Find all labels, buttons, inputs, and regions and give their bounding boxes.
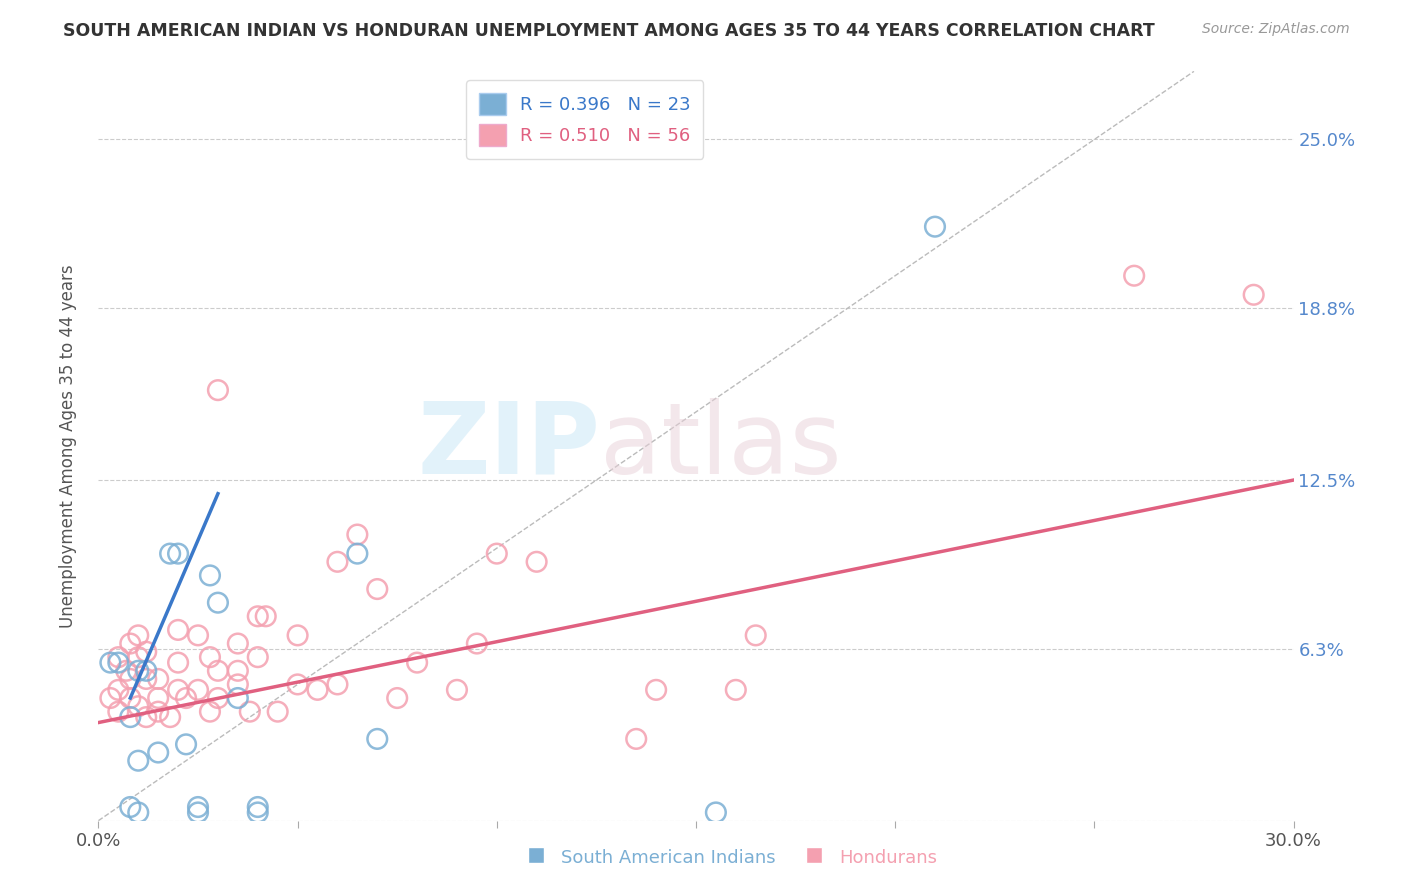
Point: [207, 596, 229, 610]
Point: [167, 682, 190, 697]
Point: [246, 805, 269, 820]
Point: [704, 805, 727, 820]
Point: [120, 710, 142, 724]
Point: [127, 650, 149, 665]
Point: [135, 710, 157, 724]
Point: [246, 800, 269, 814]
Legend: South American Indians, Hondurans: South American Indians, Hondurans: [517, 840, 945, 874]
Point: [167, 656, 190, 670]
Point: [346, 527, 368, 541]
Point: [148, 691, 170, 706]
Point: [207, 664, 229, 678]
Point: [226, 677, 249, 691]
Point: [107, 682, 129, 697]
Point: [207, 691, 229, 706]
Point: [148, 672, 170, 686]
Point: [239, 705, 262, 719]
Text: Source: ZipAtlas.com: Source: ZipAtlas.com: [1202, 22, 1350, 37]
Point: [626, 731, 648, 746]
Point: [307, 682, 329, 697]
Point: [246, 609, 269, 624]
Point: [187, 628, 209, 642]
Text: ZIP: ZIP: [418, 398, 600, 494]
Point: [198, 705, 221, 719]
Point: [127, 664, 149, 678]
Legend: R = 0.396   N = 23, R = 0.510   N = 56: R = 0.396 N = 23, R = 0.510 N = 56: [465, 80, 703, 159]
Point: [120, 636, 142, 650]
Point: [120, 800, 142, 814]
Point: [226, 636, 249, 650]
Point: [127, 628, 149, 642]
Point: [167, 547, 190, 561]
Point: [287, 677, 309, 691]
Point: [924, 219, 946, 234]
Point: [135, 664, 157, 678]
Point: [446, 682, 468, 697]
Point: [187, 805, 209, 820]
Point: [326, 677, 349, 691]
Point: [174, 691, 197, 706]
Point: [120, 691, 142, 706]
Point: [526, 555, 548, 569]
Text: atlas: atlas: [600, 398, 842, 494]
Point: [287, 628, 309, 642]
Point: [246, 650, 269, 665]
Point: [107, 656, 129, 670]
Point: [98, 691, 122, 706]
Point: [127, 754, 149, 768]
Point: [645, 682, 668, 697]
Point: [326, 555, 349, 569]
Point: [159, 547, 181, 561]
Point: [135, 645, 157, 659]
Y-axis label: Unemployment Among Ages 35 to 44 years: Unemployment Among Ages 35 to 44 years: [59, 264, 77, 628]
Point: [187, 800, 209, 814]
Point: [267, 705, 290, 719]
Point: [148, 705, 170, 719]
Point: [485, 547, 508, 561]
Point: [366, 582, 388, 596]
Point: [148, 746, 170, 760]
Point: [254, 609, 277, 624]
Text: SOUTH AMERICAN INDIAN VS HONDURAN UNEMPLOYMENT AMONG AGES 35 TO 44 YEARS CORRELA: SOUTH AMERICAN INDIAN VS HONDURAN UNEMPL…: [63, 22, 1154, 40]
Point: [159, 710, 181, 724]
Point: [198, 650, 221, 665]
Point: [198, 568, 221, 582]
Point: [115, 664, 138, 678]
Point: [127, 699, 149, 714]
Point: [107, 705, 129, 719]
Point: [174, 737, 197, 751]
Point: [385, 691, 409, 706]
Point: [135, 672, 157, 686]
Point: [226, 691, 249, 706]
Point: [167, 623, 190, 637]
Point: [1243, 287, 1265, 301]
Point: [406, 656, 429, 670]
Point: [346, 547, 368, 561]
Point: [207, 383, 229, 397]
Point: [366, 731, 388, 746]
Point: [745, 628, 768, 642]
Point: [187, 682, 209, 697]
Point: [226, 664, 249, 678]
Point: [120, 672, 142, 686]
Point: [107, 650, 129, 665]
Point: [1123, 268, 1146, 283]
Point: [127, 805, 149, 820]
Point: [98, 656, 122, 670]
Point: [465, 636, 488, 650]
Point: [724, 682, 747, 697]
